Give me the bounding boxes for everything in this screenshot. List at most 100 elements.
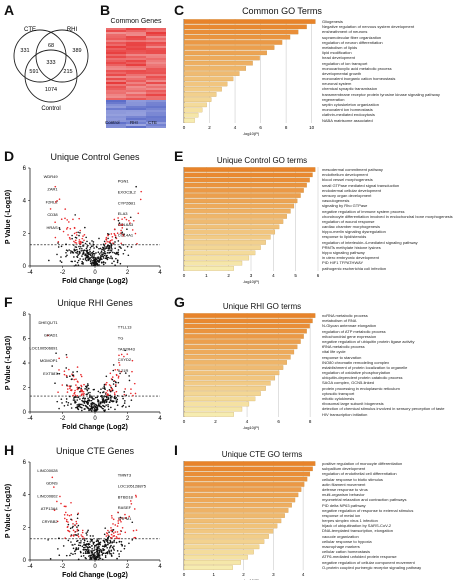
volcano-point (90, 263, 93, 265)
volcano-point (91, 538, 94, 541)
tick-label: 0 (183, 572, 186, 577)
volcano-point (98, 253, 101, 255)
volcano-point (117, 377, 120, 379)
volcano-point (93, 553, 95, 555)
volcano-point (118, 364, 121, 366)
volcano-f: -4 -2 0 2 4 0 2 4 6 8 DHEQUT1 GRAD1 LOC100506691 MGMO… (5, 312, 162, 431)
volcano-point (84, 551, 87, 553)
volcano-point (77, 231, 79, 234)
volcano-point (111, 529, 113, 532)
volcano-point (120, 353, 123, 356)
tick-label: 4 (272, 273, 275, 278)
volcano-point (110, 406, 112, 409)
heatmap-cell (146, 34, 166, 36)
heatmap-col-rhi: RHI (130, 120, 138, 125)
gene-label: PGN1 (118, 179, 130, 184)
gene-label: CD38 (47, 212, 58, 217)
go-bar (183, 112, 199, 118)
go-terms-g: ncRNA metabolic process metabolism of RNA… (322, 313, 445, 417)
go-bar (183, 560, 241, 565)
volcano-point (69, 227, 72, 230)
volcano-point (116, 395, 119, 397)
volcano-point (75, 547, 78, 550)
heatmap-cell (146, 82, 166, 84)
volcano-point (75, 534, 78, 536)
heatmap-cell (106, 78, 126, 80)
volcano-point (72, 529, 75, 532)
heatmap-cell (146, 28, 166, 30)
go-term: ATF6-mediated unfolded protein response (322, 554, 397, 560)
volcano-point (80, 534, 83, 536)
x-tick-label: 4 (158, 416, 162, 422)
heatmap-cell (146, 76, 166, 78)
volcano-point (66, 219, 69, 221)
volcano-point (86, 403, 89, 405)
volcano-point (105, 381, 108, 384)
volcano-point (63, 513, 66, 516)
go-term: hijack of ubiquitination by SARS-CoV-2 (322, 523, 392, 529)
heatmap-cell (146, 118, 166, 120)
heatmap-cell (106, 46, 126, 48)
volcano-point (77, 396, 80, 398)
go-title-c: Common GO Terms (242, 6, 322, 16)
volcano-point (81, 260, 83, 263)
volcano-point (119, 533, 121, 535)
heatmap-cell (106, 102, 126, 104)
gene-label: GDNS (46, 481, 58, 486)
go-term: supramolecular fiber organization (322, 34, 382, 40)
go-term: ensheathment of neurons (322, 29, 368, 35)
volcano-point (101, 395, 103, 398)
volcano-point (108, 244, 111, 247)
heatmap-cell (126, 42, 146, 44)
volcano-point (93, 547, 96, 549)
volcano-point (110, 249, 113, 252)
panel-label-h: H (4, 442, 15, 458)
volcano-point (93, 247, 95, 249)
volcano-point (82, 552, 85, 554)
volcano-point (114, 368, 117, 371)
volcano-point (87, 244, 89, 247)
y-tick-label: 0 (23, 558, 27, 564)
volcano-point (105, 401, 108, 403)
volcano-point (112, 242, 114, 244)
volcano-point (54, 201, 57, 203)
gene-label: TAS2R43 (118, 346, 136, 351)
go-term: cellular cation homeostasis (322, 549, 371, 555)
heatmap-cell (126, 68, 146, 70)
heatmap-cell (106, 108, 126, 110)
heatmap-cell (106, 116, 126, 118)
volcano-point (71, 374, 74, 377)
heatmap-cell (106, 38, 126, 40)
volcano-point (65, 375, 68, 377)
heatmap-cell (106, 52, 126, 54)
volcano-point (91, 553, 94, 555)
y-tick-label: 2 (23, 525, 27, 531)
volcano-point (85, 549, 88, 551)
volcano-point (103, 402, 106, 404)
volcano-point (66, 388, 69, 390)
heatmap-col-control: Control (105, 120, 120, 125)
volcano-point (72, 523, 74, 525)
volcano-point (93, 388, 96, 391)
volcano-point (135, 185, 137, 188)
volcano-point (91, 551, 94, 553)
volcano-point (113, 545, 115, 547)
heatmap-cell (126, 86, 146, 88)
volcano-point (108, 388, 111, 391)
heatmap-cell (106, 90, 126, 92)
go-bar (183, 412, 234, 417)
volcano-point (77, 524, 80, 527)
heatmap-cell (146, 86, 166, 88)
x-tick-label: 2 (126, 416, 130, 422)
panel-c: C Common GO Terms 0 2 4 6 8 10 -log10(P) Gliog… (172, 0, 474, 138)
volcano-point (97, 544, 100, 546)
go-term: regulation of ATP metabolic process (322, 328, 386, 334)
volcano-point (125, 218, 128, 221)
volcano-point (83, 398, 86, 400)
heatmap-cell (146, 46, 166, 48)
x-tick-label: 2 (126, 564, 130, 570)
go-term: sensory organ development (322, 192, 372, 198)
volcano-point (75, 522, 78, 525)
venn-set-cte: CTE (24, 27, 36, 33)
venn-rhi-only: 389 (72, 48, 81, 54)
